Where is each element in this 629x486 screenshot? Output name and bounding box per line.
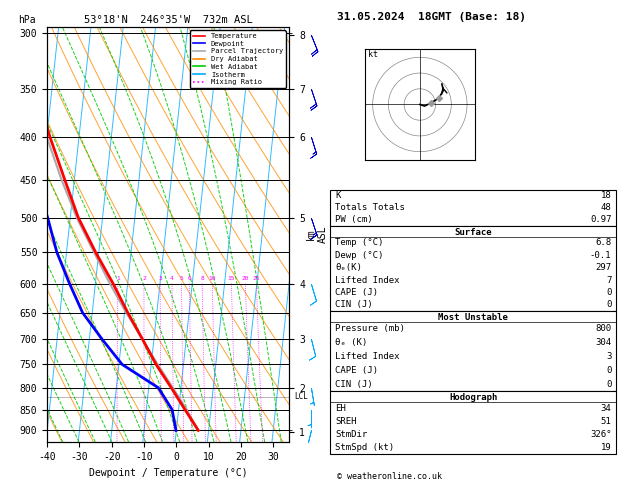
Text: Surface: Surface [455, 228, 492, 237]
Text: Lifted Index: Lifted Index [335, 352, 400, 361]
Text: 48: 48 [601, 203, 611, 212]
Text: CIN (J): CIN (J) [335, 380, 373, 389]
Text: 2: 2 [142, 276, 146, 280]
Text: Pressure (mb): Pressure (mb) [335, 324, 405, 333]
Text: θₑ (K): θₑ (K) [335, 338, 367, 347]
Text: 326°: 326° [590, 430, 611, 439]
Text: 800: 800 [595, 324, 611, 333]
Y-axis label: km
ASL: km ASL [306, 226, 328, 243]
Text: θₑ(K): θₑ(K) [335, 263, 362, 272]
Text: Lifted Index: Lifted Index [335, 276, 400, 285]
Text: 51: 51 [601, 417, 611, 426]
Title: 53°18'N  246°35'W  732m ASL: 53°18'N 246°35'W 732m ASL [84, 15, 253, 25]
Text: K: K [335, 191, 341, 200]
Text: 15: 15 [228, 276, 235, 280]
Text: 7: 7 [606, 276, 611, 285]
Text: Temp (°C): Temp (°C) [335, 238, 384, 247]
Text: 0: 0 [606, 366, 611, 375]
Text: 304: 304 [595, 338, 611, 347]
Text: 0: 0 [606, 380, 611, 389]
Text: 3: 3 [606, 352, 611, 361]
Text: StmSpd (kt): StmSpd (kt) [335, 443, 394, 452]
Text: 5: 5 [180, 276, 183, 280]
Text: EH: EH [335, 404, 346, 413]
Text: Most Unstable: Most Unstable [438, 313, 508, 322]
Text: Hodograph: Hodograph [449, 393, 498, 402]
Text: 6: 6 [187, 276, 191, 280]
Text: 18: 18 [601, 191, 611, 200]
Text: 20: 20 [242, 276, 249, 280]
Text: 0.97: 0.97 [590, 215, 611, 225]
Text: 0: 0 [606, 288, 611, 297]
Text: 0: 0 [606, 300, 611, 310]
Text: 3: 3 [159, 276, 162, 280]
X-axis label: Dewpoint / Temperature (°C): Dewpoint / Temperature (°C) [89, 468, 248, 478]
Text: 297: 297 [595, 263, 611, 272]
Text: hPa: hPa [18, 15, 36, 25]
Text: 31.05.2024  18GMT (Base: 18): 31.05.2024 18GMT (Base: 18) [337, 12, 525, 22]
Text: 8: 8 [200, 276, 204, 280]
Text: 6.8: 6.8 [595, 238, 611, 247]
Text: PW (cm): PW (cm) [335, 215, 373, 225]
Text: 4: 4 [170, 276, 174, 280]
Text: LCL: LCL [294, 392, 308, 401]
Text: © weatheronline.co.uk: © weatheronline.co.uk [337, 472, 442, 481]
Text: CIN (J): CIN (J) [335, 300, 373, 310]
Text: StmDir: StmDir [335, 430, 367, 439]
Text: CAPE (J): CAPE (J) [335, 288, 378, 297]
Text: Dewp (°C): Dewp (°C) [335, 251, 384, 260]
Text: CAPE (J): CAPE (J) [335, 366, 378, 375]
Text: 10: 10 [209, 276, 216, 280]
Legend: Temperature, Dewpoint, Parcel Trajectory, Dry Adiabat, Wet Adiabat, Isotherm, Mi: Temperature, Dewpoint, Parcel Trajectory… [190, 30, 286, 88]
Text: 34: 34 [601, 404, 611, 413]
Text: -0.1: -0.1 [590, 251, 611, 260]
Text: 1: 1 [116, 276, 120, 280]
Text: 19: 19 [601, 443, 611, 452]
Text: 25: 25 [253, 276, 260, 280]
Text: Totals Totals: Totals Totals [335, 203, 405, 212]
Text: SREH: SREH [335, 417, 357, 426]
Text: kt: kt [368, 51, 378, 59]
